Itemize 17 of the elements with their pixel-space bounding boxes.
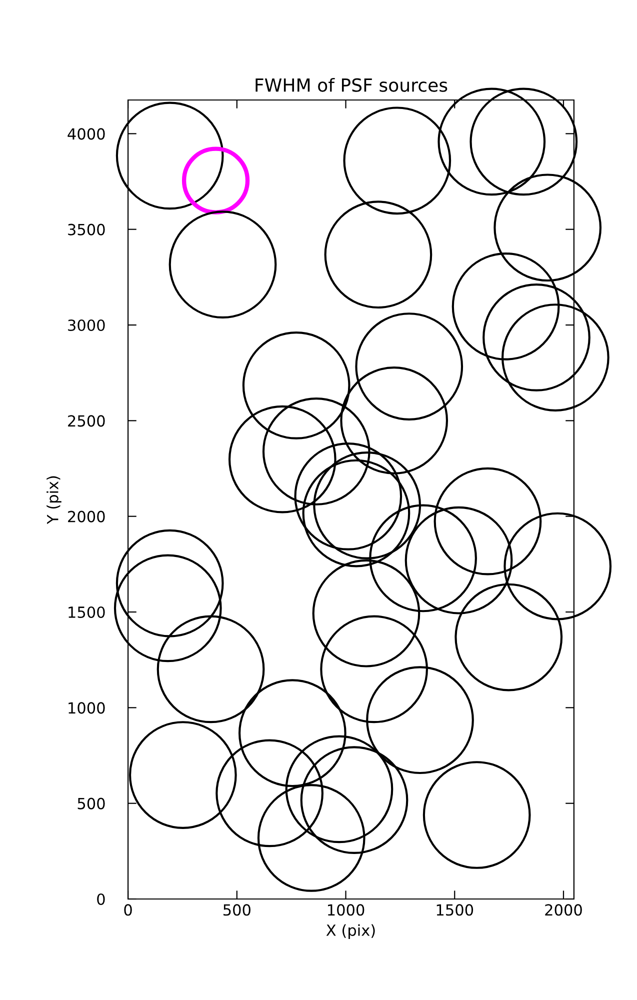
chart-title: FWHM of PSF sources xyxy=(256,78,448,92)
y-axis-title: Y (pix) xyxy=(46,476,62,524)
x-tick-label: 500 xyxy=(224,904,250,916)
x-tick-label: 1000 xyxy=(328,904,364,916)
x-tick-label: 0 xyxy=(124,904,132,916)
y-tick-label: 500 xyxy=(78,798,105,810)
y-tick-label: 0 xyxy=(97,893,105,906)
x-axis-title: X (pix) xyxy=(326,924,375,939)
y-tick-label: 2000 xyxy=(68,510,105,522)
y-tick-label: 4000 xyxy=(68,128,105,140)
x-tick-label: 2000 xyxy=(545,904,582,916)
x-tick-label: 1500 xyxy=(436,904,474,916)
y-tick-label: 1000 xyxy=(68,702,105,714)
y-tick-label: 1500 xyxy=(68,606,105,618)
y-tick-label: 3500 xyxy=(68,224,105,236)
y-tick-label: 3000 xyxy=(68,319,105,332)
y-tick-label: 2500 xyxy=(68,415,105,427)
